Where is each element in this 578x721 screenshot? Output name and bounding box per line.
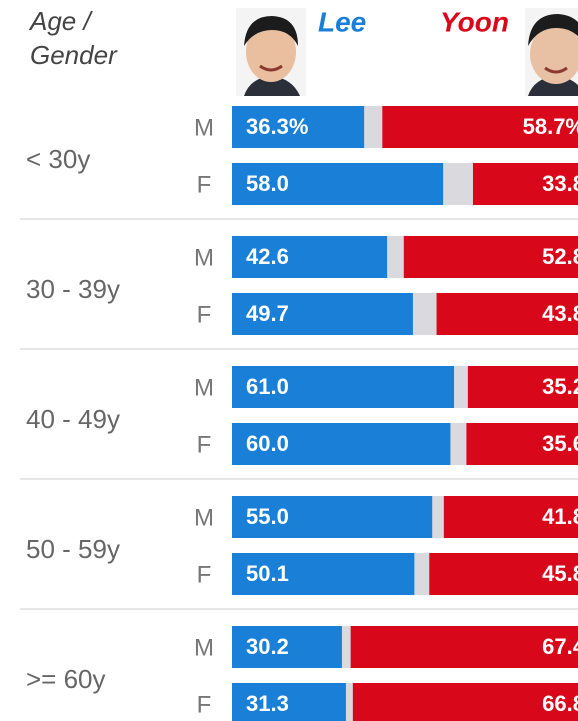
value-label: 52.8 [542, 244, 578, 269]
legend-label: Lee [318, 6, 366, 37]
gender-label: F [197, 171, 212, 198]
gender-label: M [194, 634, 214, 661]
value-label: 45.8 [542, 561, 578, 586]
axis-title: Age / Gender [30, 4, 150, 72]
gender-label: F [197, 301, 212, 328]
value-label: 35.2 [542, 374, 578, 399]
gender-label: F [197, 431, 212, 458]
value-label: 42.6 [246, 244, 289, 269]
value-label: 66.8 [542, 691, 578, 716]
gender-label: M [194, 374, 214, 401]
value-label: 67.4 [542, 634, 578, 659]
yoon-photo [525, 8, 578, 96]
chart-canvas: Lee Yoon < 30y 30 - 39y 40 - 49y 50 - 59y >=… [0, 0, 578, 721]
value-label: 50.1 [246, 561, 289, 586]
age-label: 30 - 39y [26, 274, 120, 304]
value-label: 61.0 [246, 374, 289, 399]
value-label: 41.8 [542, 504, 578, 529]
age-label: < 30y [26, 144, 90, 174]
lee-photo [236, 8, 306, 96]
gender-label: M [194, 504, 214, 531]
value-label: 55.0 [246, 504, 289, 529]
value-label: 31.3 [246, 691, 289, 716]
legend-label: Yoon [440, 6, 509, 37]
age-label: 50 - 59y [26, 534, 120, 564]
chart: Lee Yoon < 30y 30 - 39y 40 - 49y 50 - 59y >=… [0, 0, 578, 721]
value-label: 35.6 [542, 431, 578, 456]
value-label: 43.8 [542, 301, 578, 326]
age-label: >= 60y [26, 664, 106, 694]
value-label: 58.0 [246, 171, 289, 196]
value-label: 33.8 [542, 171, 578, 196]
gender-label: M [194, 244, 214, 271]
gender-label: F [197, 561, 212, 588]
value-label: 58.7% [523, 114, 578, 139]
gender-label: M [194, 114, 214, 141]
gender-label: F [197, 691, 212, 718]
value-label: 60.0 [246, 431, 289, 456]
value-label: 30.2 [246, 634, 289, 659]
value-label: 36.3% [246, 114, 308, 139]
age-label: 40 - 49y [26, 404, 120, 434]
value-label: 49.7 [246, 301, 289, 326]
